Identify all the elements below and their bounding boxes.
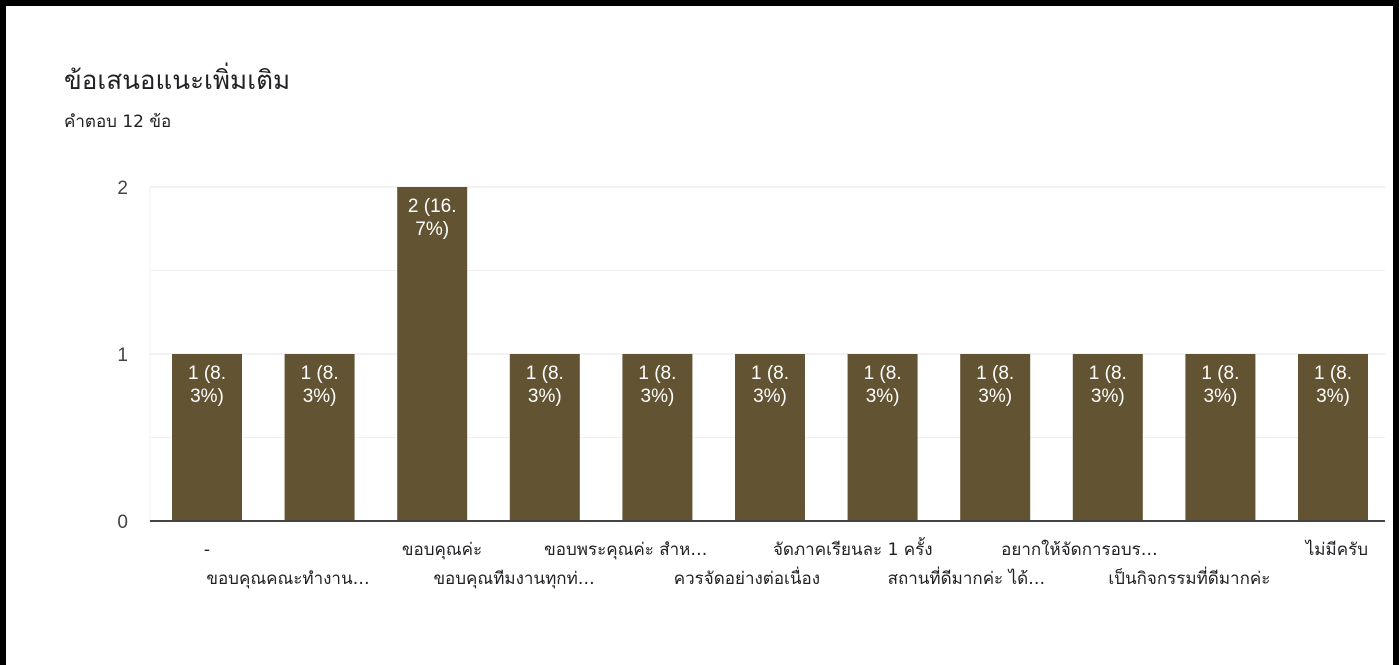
bar-data-label: 1 (8. xyxy=(976,363,1014,384)
x-tick-label: ขอบคุณคณะทำงาน… xyxy=(206,569,369,589)
x-tick-label: ขอบพระคุณค่ะ สำห… xyxy=(544,540,707,560)
bar-data-label: 3%) xyxy=(978,386,1012,407)
bar-data-label: 2 (16. xyxy=(408,196,457,217)
x-tick-label: ควรจัดอย่างต่อเนื่อง xyxy=(674,566,820,589)
x-tick-label: จัดภาคเรียนละ 1 ครั้ง xyxy=(773,537,933,560)
bar[interactable] xyxy=(509,354,580,521)
bar-data-label: 3%) xyxy=(190,386,224,407)
bar-data-label: 1 (8. xyxy=(864,363,902,384)
bar-data-label: 1 (8. xyxy=(1314,363,1352,384)
bar-data-label: 1 (8. xyxy=(301,363,339,384)
response-count: คำตอบ 12 ข้อ xyxy=(64,112,172,132)
x-tick-label: อยากให้จัดการอบร… xyxy=(1001,539,1158,560)
bar[interactable] xyxy=(397,187,468,521)
bar[interactable] xyxy=(1298,354,1368,521)
y-tick-label: 0 xyxy=(117,512,128,533)
bar[interactable] xyxy=(622,354,693,521)
chart-card: ข้อเสนอแนะเพิ่มเติม คำตอบ 12 ข้อ xyxy=(4,4,1399,665)
bar[interactable] xyxy=(1072,354,1143,521)
bar-data-label: 3%) xyxy=(528,386,562,407)
y-tick-label: 2 xyxy=(117,178,128,199)
bar-data-label: 3%) xyxy=(866,386,900,407)
y-tick-label: 1 xyxy=(117,345,128,366)
x-tick-label: ขอบคุณค่ะ xyxy=(402,540,482,560)
bar[interactable] xyxy=(847,354,918,521)
bar[interactable] xyxy=(284,354,355,521)
chart-bars: 1 (8.3%)1 (8.3%)2 (16.7%)1 (8.3%)1 (8.3%… xyxy=(172,187,1368,521)
bar[interactable] xyxy=(1185,354,1256,521)
x-axis-labels: - ขอบคุณคณะทำงาน… ขอบคุณค่ะขอบคุณทีมงานทุก… xyxy=(204,537,1368,589)
bar-data-label: 3%) xyxy=(1204,386,1238,407)
x-tick-label: ขอบคุณทีมงานทุกท่… xyxy=(433,569,594,589)
bar-data-label: 3%) xyxy=(303,386,337,407)
x-tick-label: - xyxy=(204,540,210,560)
bar-data-label: 3%) xyxy=(1091,386,1125,407)
chart-title: ข้อเสนอแนะเพิ่มเติม xyxy=(64,66,291,96)
bar-data-label: 7%) xyxy=(415,219,449,240)
bar-data-label: 1 (8. xyxy=(526,363,564,384)
bar-data-label: 3%) xyxy=(753,386,787,407)
x-tick-label: ไม่มีครับ xyxy=(1304,539,1368,560)
bar[interactable] xyxy=(960,354,1031,521)
bar-data-label: 1 (8. xyxy=(1089,363,1127,384)
frame-edge xyxy=(1393,0,1399,665)
x-tick-label: สถานที่ดีมากค่ะ ได้… xyxy=(888,566,1046,589)
bar-data-label: 1 (8. xyxy=(1201,363,1239,384)
bar-data-label: 1 (8. xyxy=(638,363,676,384)
bar[interactable] xyxy=(172,354,242,521)
bar-data-label: 3%) xyxy=(1316,386,1350,407)
bar-data-label: 3%) xyxy=(641,386,675,407)
x-tick-label: เป็นกิจกรรมที่ดีมากค่ะ xyxy=(1108,566,1270,589)
y-axis-ticks: 0 1 2 xyxy=(117,178,128,533)
bar-data-label: 1 (8. xyxy=(751,363,789,384)
bar[interactable] xyxy=(735,354,805,521)
bar-data-label: 1 (8. xyxy=(188,363,226,384)
